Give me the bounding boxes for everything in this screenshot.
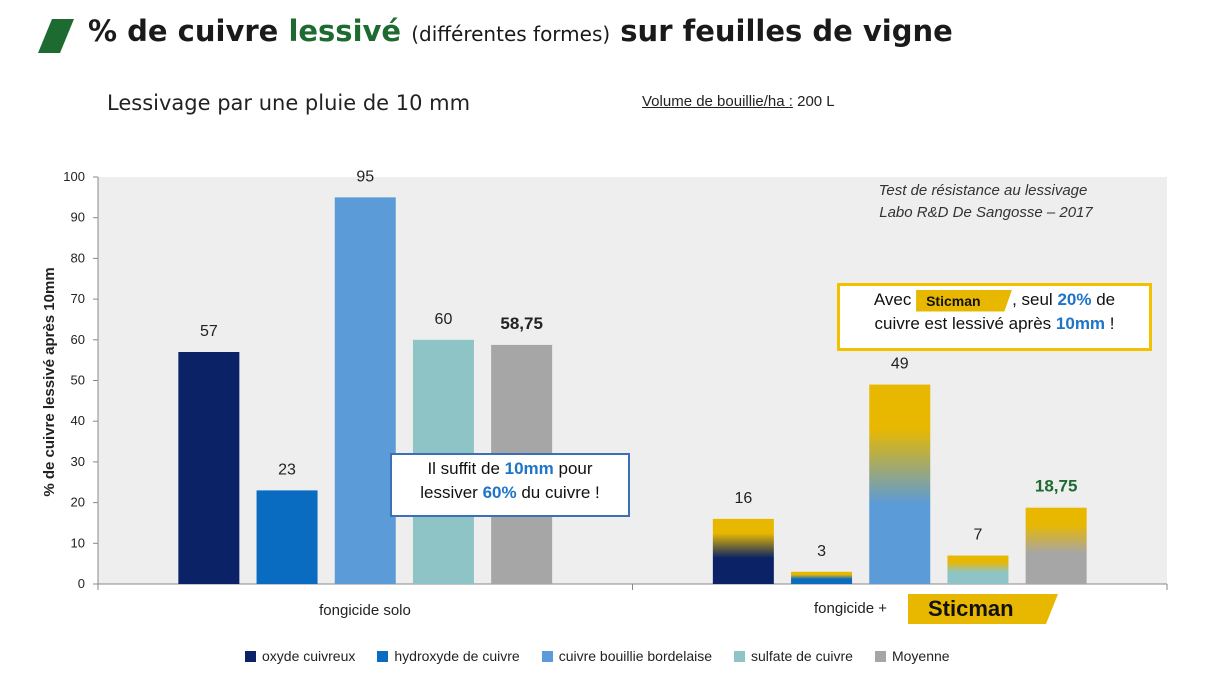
data-label: 57 — [200, 323, 218, 340]
y-tick-label: 20 — [71, 495, 85, 510]
bar-moyenne-2 — [1025, 507, 1087, 584]
callout-solo: Il suffit de 10mm pour lessiver 60% du c… — [390, 453, 630, 517]
bar-oxyde-cuivreux-2 — [712, 518, 774, 584]
callout1-highlight-mm: 10mm — [504, 459, 554, 478]
callout1-text: Il suffit de — [427, 459, 500, 478]
legend-swatch — [734, 650, 745, 662]
callout-sticman: Avec Sticman, seul 20% de cuivre est les… — [837, 283, 1152, 351]
callout1-text: du cuivre ! — [521, 483, 600, 502]
legend-swatch — [245, 650, 256, 662]
legend-label: oxyde cuivreux — [262, 648, 356, 664]
bar-cuivre-bouillie-bordelaise-1 — [334, 197, 396, 584]
x-axis — [97, 583, 1168, 590]
y-tick-label: 100 — [63, 169, 85, 184]
callout1-text: pour — [558, 459, 593, 478]
annotation-line-1: Test de résistance au lessivage — [879, 182, 1088, 199]
volume-value: 200 L — [797, 93, 835, 110]
bar-cuivre-bouillie-bordelaise-2 — [869, 384, 931, 584]
data-label: 3 — [817, 543, 826, 560]
x-category-label-1: fongicide solo — [319, 602, 411, 619]
title-slash-icon — [38, 19, 74, 53]
y-tick-label: 40 — [71, 413, 85, 428]
volume-info: Volume de bouillie/ha : 200 L — [642, 93, 835, 110]
volume-label: Volume de bouillie/ha : — [642, 93, 793, 110]
x-category-label-2-prefix: fongicide + — [814, 600, 887, 617]
data-label: 18,75 — [1035, 477, 1078, 496]
y-tick-label: 0 — [78, 576, 85, 591]
bar-oxyde-cuivreux-1 — [178, 352, 240, 584]
y-tick-label: 90 — [71, 210, 85, 225]
data-label: 23 — [278, 461, 296, 478]
bar-hydroxyde-de-cuivre-1 — [256, 490, 318, 584]
data-label: 60 — [435, 311, 453, 328]
data-label: 95 — [356, 168, 374, 185]
legend-label: cuivre bouillie bordelaise — [558, 648, 712, 664]
y-tick-label: 30 — [71, 454, 85, 469]
y-tick-label: 10 — [71, 535, 85, 550]
title-paren: (différentes formes) — [411, 22, 611, 46]
legend-item: hydroxyde de cuivre — [377, 648, 520, 664]
legend-swatch — [874, 650, 886, 662]
data-label: 16 — [734, 490, 752, 507]
callout2-text: cuivre est lessivé après — [874, 314, 1052, 333]
data-label: 58,75 — [500, 314, 543, 333]
bars-group — [178, 197, 1087, 584]
data-label: 49 — [891, 356, 909, 373]
legend-item: oxyde cuivreux — [245, 648, 355, 664]
title-highlight: lessivé — [288, 14, 402, 48]
legend: oxyde cuivreux hydroxyde de cuivre cuivre … — [245, 648, 950, 664]
legend-item: Moyenne — [874, 648, 950, 664]
bar-hydroxyde-de-cuivre-2 — [791, 571, 853, 584]
callout2-text: Avec — [873, 290, 912, 309]
y-tick-label: 70 — [71, 291, 85, 306]
title-prefix: % de cuivre — [88, 14, 279, 48]
sticman-logo: Sticman — [916, 289, 1013, 312]
title-suffix: sur feuilles de vigne — [620, 14, 953, 48]
legend-label: sulfate de cuivre — [751, 648, 853, 664]
bar-sulfate-de-cuivre-2 — [947, 555, 1009, 584]
callout2-highlight-mm: 10mm — [1055, 314, 1106, 333]
legend-swatch — [377, 650, 389, 662]
y-tick-label: 80 — [71, 250, 85, 265]
callout1-highlight-pct: 60% — [482, 483, 517, 502]
legend-swatch — [541, 650, 553, 662]
callout2-text: , seul — [1012, 290, 1053, 309]
y-tick-label: 60 — [71, 332, 85, 347]
y-tick-label: 50 — [71, 373, 85, 388]
page-title: % de cuivre lessivé (différentes formes)… — [88, 14, 953, 48]
legend-item: cuivre bouillie bordelaise — [541, 648, 712, 664]
legend-item: sulfate de cuivre — [734, 648, 853, 664]
callout1-text: lessiver — [420, 483, 478, 502]
data-label: 7 — [973, 527, 982, 544]
bar-labels-group: 57 23 95 60 58,75 16 3 49 7 18,75 — [200, 168, 1077, 559]
legend-label: Moyenne — [891, 648, 950, 664]
sticman-logo-large: Sticman — [908, 594, 1058, 624]
callout2-text: ! — [1109, 314, 1115, 333]
callout2-text: de — [1096, 290, 1116, 309]
y-axis: 0 10 20 30 40 50 60 70 80 90 100 — [63, 169, 99, 591]
chart-subtitle: Lessivage par une pluie de 10 mm — [107, 91, 471, 115]
legend-label: hydroxyde de cuivre — [394, 648, 520, 664]
annotation-line-2: Labo R&D De Sangosse – 2017 — [879, 204, 1093, 221]
y-axis-label: % de cuivre lessivé après 10mm — [41, 267, 58, 496]
callout2-highlight-pct: 20% — [1057, 290, 1092, 309]
